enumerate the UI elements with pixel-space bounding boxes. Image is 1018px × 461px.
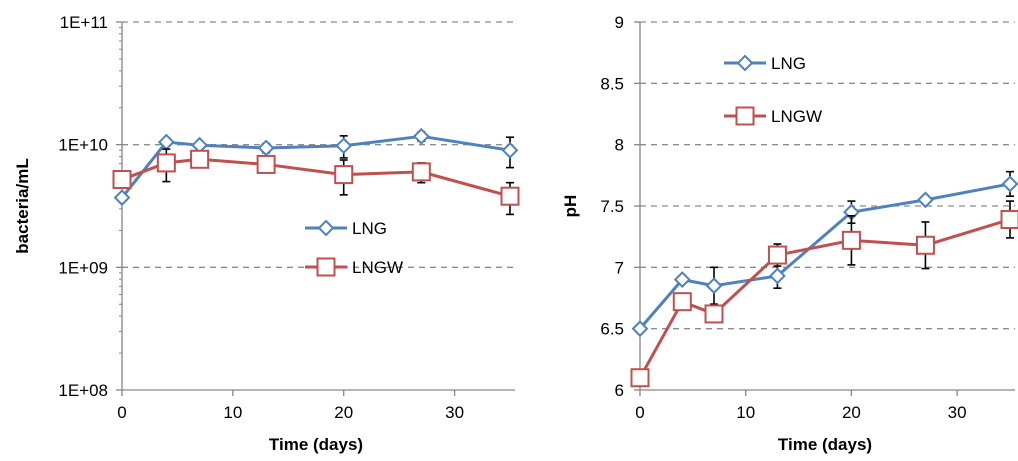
- bacteria-y-axis-title: bacteria/mL: [13, 158, 32, 253]
- bacteria-lng-point: [113, 189, 131, 207]
- ph-lng-point: [705, 277, 723, 295]
- ph-x-tick-label: 0: [635, 403, 644, 422]
- ph-y-tick-label: 8: [615, 136, 624, 155]
- ph-lngw-point: [630, 368, 650, 388]
- ph-y-tick-label: 6: [615, 381, 624, 400]
- bacteria-legend-lngw-marker: [316, 257, 336, 277]
- ph-y-tick-label: 7: [615, 258, 624, 277]
- ph-y-tick-label: 9: [615, 13, 624, 32]
- ph-lngw-point: [672, 292, 692, 312]
- ph-legend-lng-marker: [736, 54, 754, 72]
- bacteria-lng-point: [501, 141, 519, 159]
- ph-y-tick-label: 8.5: [600, 74, 624, 93]
- ph-lngw-point: [841, 230, 861, 250]
- bacteria-lngw-point: [190, 149, 210, 169]
- ph-lngw-point: [767, 245, 787, 265]
- ph-lng-point: [673, 271, 691, 289]
- ph-y-tick-label: 6.5: [600, 320, 624, 339]
- bacteria-lngw-point: [112, 170, 132, 190]
- ph-legend-lng-label: LNG: [771, 54, 806, 73]
- ph-chart: 6 6.5 7 7.5 8 8.5 9 0 10 20 30 Time (days) pH LNG LNGW: [561, 13, 1018, 454]
- bacteria-y-tick-label: 1E+08: [58, 381, 108, 400]
- bacteria-y-tick-label: 1E+11: [60, 13, 108, 32]
- bacteria-lng-point: [335, 137, 353, 155]
- ph-x-axis-title: Time (days): [778, 435, 872, 454]
- bacteria-y-tick-label: 1E+10: [58, 136, 108, 155]
- bacteria-lngw-point: [411, 162, 431, 182]
- bacteria-lngw-point: [156, 153, 176, 173]
- bacteria-x-tick-label: 0: [117, 403, 126, 422]
- bacteria-legend-lng-marker: [317, 219, 335, 237]
- bacteria-legend-lng-label: LNG: [352, 219, 387, 238]
- bacteria-lngw-point: [334, 165, 354, 185]
- bacteria-x-tick-label: 20: [334, 403, 353, 422]
- bacteria-lng-point: [412, 127, 430, 145]
- ph-lngw-point: [1000, 209, 1018, 229]
- ph-x-tick-label: 20: [842, 403, 861, 422]
- bacteria-lngw-point: [500, 186, 520, 206]
- bacteria-y-tick-label: 1E+09: [58, 258, 108, 277]
- bacteria-legend-lngw-label: LNGW: [352, 258, 403, 277]
- bacteria-lngw-line: [121, 157, 511, 198]
- bacteria-x-tick-label: 10: [223, 403, 242, 422]
- ph-y-tick-label: 7.5: [600, 197, 624, 216]
- bacteria-chart: 1E+08 1E+09 1E+10 1E+11 0 10 20 30 Time (days) ba…: [13, 13, 520, 454]
- bacteria-x-axis-title: Time (days): [269, 435, 363, 454]
- bacteria-x-tick-label: 30: [445, 403, 464, 422]
- ph-lngw-line: [638, 218, 1011, 379]
- ph-lng-point: [917, 191, 934, 209]
- ph-lngw-point: [915, 235, 935, 255]
- bacteria-lng-point: [257, 139, 275, 157]
- ph-legend-lngw-label: LNGW: [771, 107, 822, 126]
- ph-lng-point: [769, 267, 786, 285]
- ph-x-tick-label: 10: [736, 403, 755, 422]
- ph-lng-point: [1001, 175, 1018, 193]
- bacteria-lngw-point: [256, 154, 276, 174]
- ph-y-axis-title: pH: [561, 195, 580, 218]
- ph-x-tick-label: 30: [948, 403, 967, 422]
- ph-lng-point: [631, 320, 649, 338]
- bacteria-lng-line: [120, 134, 511, 199]
- ph-legend-lngw-marker: [735, 106, 755, 126]
- ph-lngw-point: [704, 304, 724, 324]
